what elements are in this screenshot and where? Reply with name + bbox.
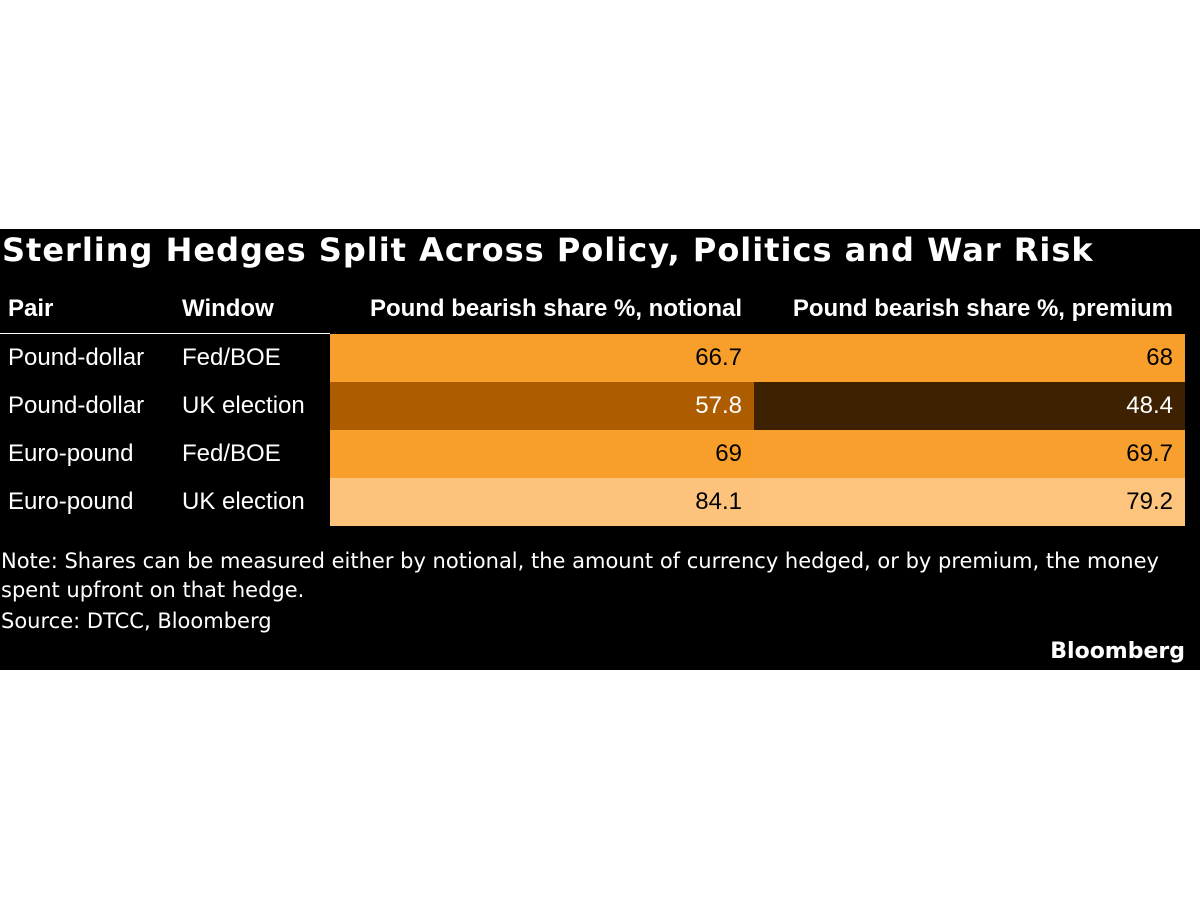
cell: Fed/BOE [182,440,281,467]
cell: UK election [182,392,305,419]
brand: Bloomberg [1050,639,1185,664]
cell: Euro-pound [8,440,134,467]
column-header: Window [182,295,274,322]
cell: 69.7 [754,430,1185,478]
graphic: Sterling Hedges Split Across Policy, Pol… [0,229,1200,670]
cell: 84.1 [330,478,754,526]
cell: 69 [330,430,754,478]
cell: Euro-pound [8,488,134,515]
cell: 79.2 [754,478,1185,526]
cell: 66.7 [330,334,754,382]
cell: 68 [754,334,1185,382]
cell: Pound-dollar [8,344,145,371]
cell: UK election [182,488,305,515]
column-header: Pair [8,295,54,322]
cell: Fed/BOE [182,344,281,371]
header-rule [0,333,330,334]
column-header: Pound bearish share %, notional [369,295,742,322]
column-header: Pound bearish share %, premium [792,295,1173,322]
cell: Pound-dollar [8,392,145,419]
cell: 57.8 [330,382,754,430]
title: Sterling Hedges Split Across Policy, Pol… [2,231,1094,269]
note: Note: Shares can be measured either by n… [1,549,1159,602]
source: Source: DTCC, Bloomberg [1,609,272,633]
cell: 48.4 [754,382,1185,430]
